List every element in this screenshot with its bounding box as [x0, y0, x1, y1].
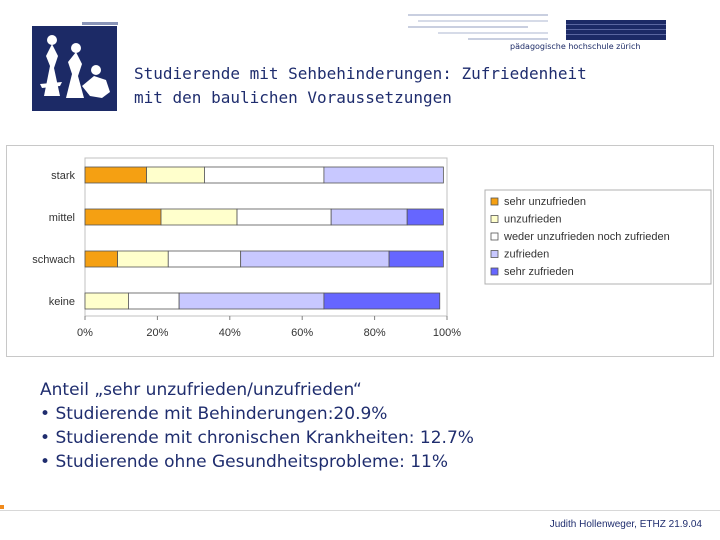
summary-item: Studierende ohne Gesundheitsprobleme: 11…	[55, 452, 448, 472]
x-tick-label: 20%	[146, 327, 168, 339]
summary-item: Studierende mit chronischen Krankheiten:…	[55, 428, 474, 448]
legend-swatch	[490, 267, 499, 276]
x-tick-label: 40%	[219, 327, 241, 339]
header-stripes	[408, 14, 548, 40]
bar-segment	[204, 166, 325, 184]
decorative-line	[82, 22, 118, 25]
summary-heading: Anteil „sehr unzufrieden/unzufrieden“	[40, 380, 362, 400]
legend-swatch	[490, 250, 499, 258]
logo-figures-icon	[40, 35, 110, 98]
legend-label: sehr zufrieden	[504, 266, 574, 278]
bar-segment	[330, 208, 408, 226]
chart-container: stark mittel schwach keine 0% 20% 40% 60% 80% 100…	[6, 145, 714, 357]
legend-swatch	[490, 197, 499, 206]
bar-segment	[406, 208, 444, 226]
header-block	[566, 20, 666, 40]
footer-credit: Judith Hollenweger, ETHZ 21.9.04	[549, 519, 702, 530]
bar-segment	[84, 166, 147, 184]
bar-segment	[84, 250, 118, 268]
bar-segment	[146, 166, 205, 184]
legend-label: weder unzufrieden noch zufrieden	[503, 231, 670, 243]
bullet: •	[40, 428, 51, 448]
list-item: • Studierende ohne Gesundheitsprobleme: …	[40, 450, 474, 474]
summary-list: • Studierende mit Behinderungen:20.9% • …	[40, 402, 474, 474]
accent-mark	[0, 505, 4, 509]
legend-label: zufrieden	[504, 249, 549, 261]
bar-segment	[236, 208, 332, 226]
x-tick-label: 80%	[364, 327, 386, 339]
logo	[32, 26, 117, 111]
category-label: mittel	[49, 212, 75, 224]
page-title: Studierende mit Sehbehinderungen: Zufrie…	[134, 64, 587, 107]
bar-segment	[160, 208, 238, 226]
list-item: • Studierende mit Behinderungen:20.9%	[40, 402, 474, 426]
category-label: schwach	[32, 254, 75, 266]
category-label: keine	[49, 296, 75, 308]
bar-segment	[323, 166, 444, 184]
bar-segment	[323, 292, 441, 310]
bar-segment	[128, 292, 180, 310]
legend-box	[484, 189, 712, 285]
legend-label: sehr unzufrieden	[504, 196, 586, 208]
bar-segment	[117, 250, 169, 268]
list-item: • Studierende mit chronischen Krankheite…	[40, 426, 474, 450]
stacked-bar-chart: stark mittel schwach keine 0% 20% 40% 60% 80% 100…	[32, 157, 712, 339]
bar-segment	[240, 250, 390, 268]
bullet: •	[40, 404, 51, 424]
x-tick-label: 100%	[433, 327, 461, 339]
bar-segment	[178, 292, 325, 310]
summary-item: Studierende mit Behinderungen:20.9%	[55, 404, 388, 424]
footer-divider	[0, 510, 720, 511]
bar-segment	[167, 250, 242, 268]
category-label: stark	[51, 170, 75, 182]
bar-segment	[84, 292, 129, 310]
bar-segment	[84, 208, 162, 226]
x-tick-label: 60%	[291, 327, 313, 339]
summary-block: Anteil „sehr unzufrieden/unzufrieden“ • …	[40, 378, 474, 474]
legend-label: unzufrieden	[504, 214, 562, 226]
plot-area	[84, 157, 448, 317]
x-tick-label: 0%	[77, 327, 93, 339]
bar-segment	[388, 250, 444, 268]
bullet: •	[40, 452, 51, 472]
institution-name: pädagogische hochschule zürich	[510, 42, 641, 51]
legend-swatch	[490, 232, 499, 241]
legend-swatch	[490, 215, 499, 223]
